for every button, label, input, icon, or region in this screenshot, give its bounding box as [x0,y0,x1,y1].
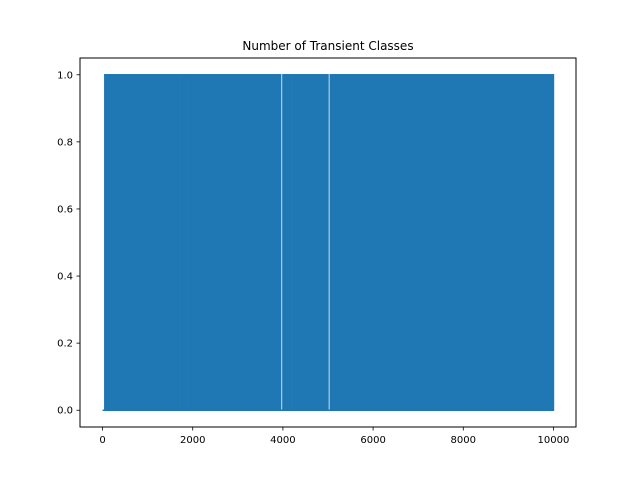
y-tick-label: 0.8 [57,137,73,148]
x-tick-label: 2000 [180,435,205,446]
y-tick-label: 0.4 [57,272,73,283]
y-tick-label: 0.6 [57,204,73,215]
y-axis: 0.0 0.2 0.4 0.6 0.8 1.0 [57,70,80,417]
plot-area [102,74,555,411]
series-block [104,74,180,411]
series-block [191,74,282,411]
series-block [282,74,293,411]
chart-title: Number of Transient Classes [242,39,413,53]
plot-frame [79,57,577,428]
x-tick-label: 10000 [538,435,570,446]
x-tick-label: 6000 [360,435,385,446]
y-tick-label: 1.0 [57,70,73,81]
series-block [179,74,193,411]
x-tick-label: 4000 [270,435,295,446]
y-tick-label: 0.0 [57,406,73,417]
x-tick-label: 8000 [451,435,476,446]
series-block [292,74,329,411]
x-tick-label: 0 [99,435,105,446]
series-block [329,74,555,411]
x-axis: 0 2000 4000 6000 8000 10000 [99,427,569,446]
y-tick-label: 0.2 [57,339,73,350]
